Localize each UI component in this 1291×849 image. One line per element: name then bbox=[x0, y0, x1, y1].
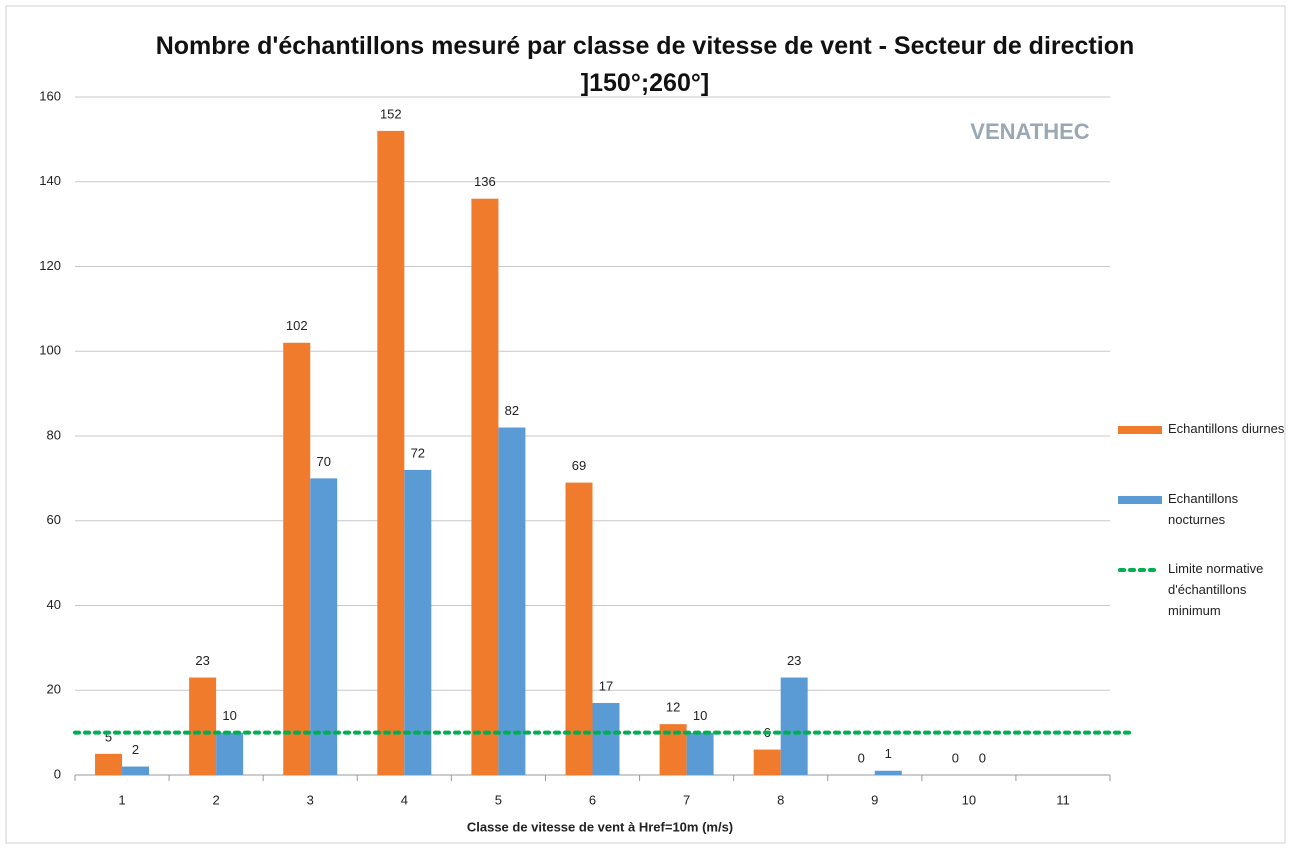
bar bbox=[216, 732, 244, 775]
x-tick-label: 1 bbox=[118, 792, 125, 807]
data-label: 0 bbox=[858, 750, 865, 765]
y-tick-label: 40 bbox=[47, 597, 61, 612]
x-tick-label: 8 bbox=[777, 792, 784, 807]
bar bbox=[377, 130, 405, 775]
x-tick-label: 7 bbox=[683, 792, 690, 807]
watermark: VENATHEC bbox=[970, 119, 1089, 144]
bar bbox=[122, 766, 150, 775]
bar bbox=[686, 732, 714, 775]
frame bbox=[5, 5, 1286, 844]
x-tick-label: 3 bbox=[307, 792, 314, 807]
x-tick-label: 2 bbox=[213, 792, 220, 807]
y-tick-label: 0 bbox=[54, 766, 61, 781]
legend-label: Echantillons diurnes bbox=[1168, 421, 1285, 436]
x-tick-label: 11 bbox=[1056, 792, 1070, 807]
x-axis-label: Classe de vitesse de vent à Href=10m (m/… bbox=[467, 819, 733, 834]
x-tick-label: 10 bbox=[962, 792, 976, 807]
bar bbox=[592, 702, 620, 775]
data-label: 69 bbox=[572, 458, 586, 473]
bar bbox=[565, 482, 593, 775]
y-tick-label: 100 bbox=[39, 343, 61, 358]
data-label: 2 bbox=[132, 742, 139, 757]
bar bbox=[498, 427, 526, 775]
data-label: 0 bbox=[979, 750, 986, 765]
x-tick-label: 5 bbox=[495, 792, 502, 807]
chart-title: Nombre d'échantillons mesuré par classe … bbox=[155, 32, 1135, 97]
data-label: 23 bbox=[787, 653, 801, 668]
x-tick-label: 4 bbox=[401, 792, 408, 807]
bar bbox=[874, 770, 902, 775]
y-tick-label: 140 bbox=[39, 173, 61, 188]
y-tick-label: 160 bbox=[39, 88, 61, 103]
bar bbox=[283, 342, 311, 775]
data-label: 72 bbox=[411, 445, 425, 460]
y-tick-label: 120 bbox=[39, 258, 61, 273]
bar bbox=[404, 469, 432, 775]
bar bbox=[753, 749, 781, 775]
data-label: 10 bbox=[222, 708, 236, 723]
data-label: 1 bbox=[885, 746, 892, 761]
legend-label: Echantillons nocturnes bbox=[1168, 491, 1239, 527]
data-label: 82 bbox=[505, 403, 519, 418]
data-label: 5 bbox=[105, 729, 112, 744]
bar bbox=[95, 753, 123, 775]
data-label: 152 bbox=[380, 106, 402, 121]
bar bbox=[780, 677, 808, 775]
data-label: 136 bbox=[474, 174, 496, 189]
data-label: 10 bbox=[693, 708, 707, 723]
y-tick-label: 20 bbox=[47, 682, 61, 697]
data-label: 0 bbox=[952, 750, 959, 765]
bar bbox=[189, 677, 217, 775]
data-label: 70 bbox=[316, 454, 330, 469]
bar bbox=[310, 478, 338, 775]
legend-swatch bbox=[1118, 426, 1162, 434]
bar bbox=[471, 198, 499, 775]
legend-swatch bbox=[1118, 496, 1162, 504]
data-label: 23 bbox=[195, 653, 209, 668]
data-label: 12 bbox=[666, 700, 680, 715]
y-tick-label: 60 bbox=[47, 512, 61, 527]
legend-label: Limite normative d'échantillons minimum bbox=[1168, 561, 1264, 618]
data-label: 17 bbox=[599, 678, 613, 693]
x-tick-label: 6 bbox=[589, 792, 596, 807]
y-tick-label: 80 bbox=[47, 427, 61, 442]
x-tick-label: 9 bbox=[871, 792, 878, 807]
data-label: 102 bbox=[286, 318, 308, 333]
